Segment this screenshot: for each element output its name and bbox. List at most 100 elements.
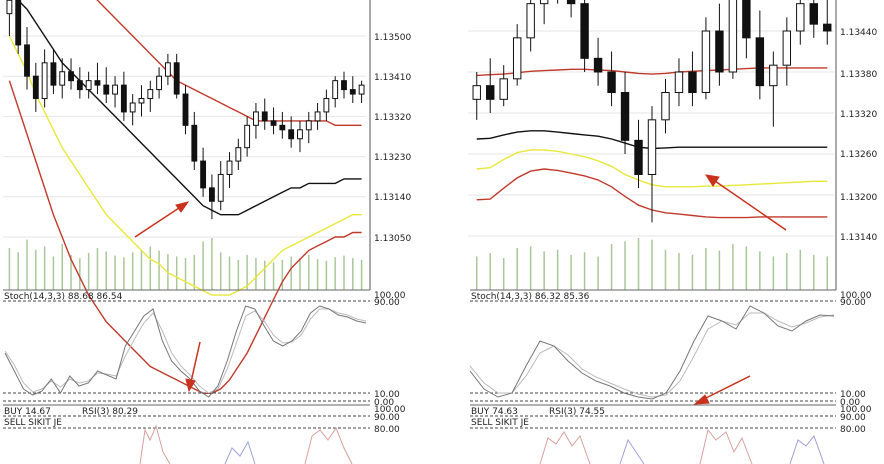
candle-body-up <box>472 85 481 100</box>
candle <box>566 0 576 18</box>
candle-body-up <box>526 3 535 39</box>
right-stoch-axis-label: 100.00 <box>840 291 872 301</box>
candle <box>742 0 751 59</box>
candle-body-down <box>809 3 818 25</box>
candle <box>85 71 92 99</box>
candle-body-down <box>208 187 215 202</box>
candle-body-down <box>566 0 576 5</box>
candle-body-down <box>593 57 603 73</box>
candle <box>226 152 233 188</box>
candle <box>314 103 321 130</box>
right-arrow-annotation <box>704 174 787 231</box>
candle <box>6 0 13 36</box>
candle-body-up <box>41 62 48 100</box>
right-volume-bars <box>475 238 829 290</box>
candle-body-up <box>226 160 233 175</box>
candle-body-up <box>499 78 508 100</box>
candle <box>823 0 832 45</box>
left-stoch-axis-label: 100.00 <box>374 291 406 301</box>
candle-body-down <box>620 92 630 141</box>
candle <box>191 111 198 170</box>
candle-body-up <box>796 3 805 32</box>
candle <box>323 89 330 121</box>
candle <box>129 94 136 126</box>
right-price-label: 1.13380 <box>840 70 877 80</box>
candle <box>358 80 365 103</box>
left-price-label: 1.13050 <box>374 234 411 244</box>
candle <box>68 58 74 90</box>
candle <box>217 161 224 211</box>
candle-body-down <box>688 71 697 93</box>
candle-body-up <box>512 37 522 80</box>
candle-body-up <box>332 80 339 100</box>
candle-body-down <box>182 93 189 126</box>
yellow-band-line <box>8 35 362 296</box>
left-rsi-label: RSI(3) 80.29 <box>82 407 138 417</box>
candle-body-up <box>297 129 303 140</box>
candle <box>332 76 339 108</box>
candle-body-down <box>755 37 765 87</box>
left-price-label: 1.13230 <box>374 153 411 163</box>
right-stoch-axis-label: 90.00 <box>840 298 866 308</box>
candle <box>200 147 207 197</box>
right-rsi-label: RSI(3) 74.55 <box>549 407 605 417</box>
candle-body-down <box>288 129 295 140</box>
candle <box>472 72 481 120</box>
candle-body-down <box>580 3 589 59</box>
candle <box>486 58 495 113</box>
candle <box>112 76 118 108</box>
middle-band-line <box>16 0 362 216</box>
candle-body-down <box>261 111 268 122</box>
candle-body-down <box>279 124 286 131</box>
candle-body-up <box>164 62 171 77</box>
candle-body-up <box>728 0 738 73</box>
right-rsi-axis-label: 100.00 <box>840 405 872 415</box>
candle <box>607 51 616 107</box>
candle-body-up <box>156 75 163 91</box>
left-arrow-annotation <box>134 201 190 238</box>
right-rsi-line-blue <box>619 438 645 464</box>
candle-body-down <box>120 84 127 113</box>
candle <box>526 0 535 52</box>
candle <box>94 62 101 95</box>
left-rsi-note: SELL SIKIT JE <box>4 418 62 428</box>
candle <box>620 72 630 154</box>
candle-body-down <box>607 71 616 93</box>
left-rsi-line-blue <box>224 440 256 464</box>
right-stoch-k-line <box>469 305 835 400</box>
candle <box>809 0 818 38</box>
right-stoch-label: Stoch(14,3,3) 86.32 85.36 <box>471 292 590 302</box>
left-stoch-axis-label: 90.00 <box>374 298 400 308</box>
right-rsi-line-red <box>539 431 591 464</box>
right-rsi-axis-label: 90.00 <box>840 413 866 423</box>
candle <box>120 71 127 121</box>
candle-body-up <box>217 173 224 202</box>
candle <box>539 0 549 25</box>
right-price-panel: 1.13440 1.13380 1.13320 1.13260 1.13200 … <box>468 0 877 290</box>
candle-body-down <box>823 23 832 32</box>
candle-body-down <box>270 120 277 126</box>
candle <box>41 49 48 108</box>
candle-body-up <box>112 84 118 95</box>
candle-body-up <box>358 84 365 95</box>
candle <box>661 78 670 134</box>
candle-body-up <box>59 71 66 86</box>
candle-body-up <box>647 119 657 176</box>
left-stoch-axis-label: 10.00 <box>374 390 400 400</box>
candle-body-down <box>15 0 22 46</box>
candle-body-up <box>6 0 13 15</box>
candle <box>580 0 589 72</box>
candle-body-down <box>191 124 198 162</box>
candle-body-down <box>486 85 495 100</box>
candle-body-down <box>634 139 643 175</box>
right-rsi-line-blue <box>789 434 825 464</box>
candle <box>164 53 171 86</box>
candle <box>728 0 738 79</box>
candle <box>305 111 312 144</box>
candle-body-up <box>323 98 330 113</box>
candle-body-up <box>314 111 321 122</box>
left-rsi-axis-label: 80.00 <box>374 425 400 435</box>
left-rsi-panel: BUY 14.67 RSI(3) 80.29 SELL SIKIT JE 100… <box>3 405 406 464</box>
candle <box>76 67 83 99</box>
